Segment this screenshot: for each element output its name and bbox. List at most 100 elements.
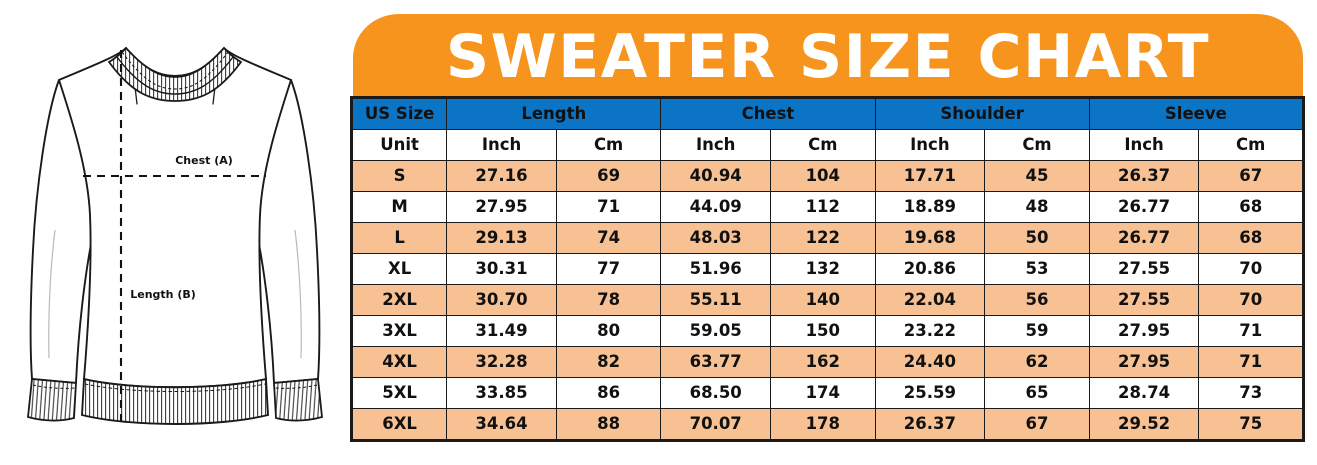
cell-shoulder-cm: 67 [984, 408, 1090, 441]
cell-shoulder-inch: 17.71 [874, 160, 986, 192]
cell-shoulder-inch: 22.04 [874, 284, 986, 316]
cell-length-cm: 69 [555, 160, 662, 192]
group-header-sleeve: Sleeve [1088, 97, 1305, 130]
cell-shoulder-inch: 25.59 [874, 377, 986, 409]
cell-sleeve-inch: 26.77 [1088, 222, 1200, 254]
cell-chest-inch: 70.07 [660, 408, 772, 441]
unit-header-shoulder-inch: Inch [874, 129, 986, 161]
sweater-line-drawing: Chest (A) Length (B) [27, 46, 323, 425]
cell-length-inch: 27.95 [446, 191, 557, 223]
cell-chest-cm: 178 [770, 408, 876, 441]
cell-chest-cm: 122 [770, 222, 876, 254]
cell-length-cm: 82 [555, 346, 662, 378]
cell-us-size: XL [350, 253, 448, 285]
unit-header-row: Unit Inch Cm Inch Cm Inch Cm Inch Cm [350, 129, 1304, 161]
table-body: S 27.16 69 40.94 104 17.71 45 26.37 67 M 27.95 71 44… [350, 160, 1304, 441]
cell-sleeve-cm: 73 [1198, 377, 1304, 409]
left-cuff [27, 378, 77, 422]
cell-length-cm: 80 [555, 315, 662, 347]
size-chart-table: US Size Length Chest Shoulder Sleeve Uni… [350, 96, 1305, 442]
cell-us-size: L [350, 222, 448, 254]
cell-shoulder-cm: 56 [984, 284, 1090, 316]
cell-sleeve-inch: 26.37 [1088, 160, 1200, 192]
cell-length-inch: 27.16 [446, 160, 557, 192]
group-header-us-size: US Size [350, 97, 448, 130]
cell-length-inch: 30.31 [446, 253, 557, 285]
cell-sleeve-cm: 70 [1198, 284, 1304, 316]
cell-shoulder-cm: 65 [984, 377, 1090, 409]
cell-chest-inch: 68.50 [660, 377, 772, 409]
cell-chest-cm: 174 [770, 377, 876, 409]
cell-us-size: 2XL [350, 284, 448, 316]
cell-sleeve-cm: 75 [1198, 408, 1304, 441]
cell-sleeve-inch: 28.74 [1088, 377, 1200, 409]
table-head: US Size Length Chest Shoulder Sleeve Uni… [350, 97, 1305, 161]
table-row: L 29.13 74 48.03 122 19.68 50 26.77 68 [350, 222, 1304, 254]
cell-shoulder-cm: 48 [984, 191, 1090, 223]
cell-length-inch: 33.85 [446, 377, 557, 409]
cell-length-cm: 78 [555, 284, 662, 316]
cell-sleeve-inch: 29.52 [1088, 408, 1200, 441]
group-header-row: US Size Length Chest Shoulder Sleeve [350, 97, 1305, 130]
cell-length-inch: 32.28 [446, 346, 557, 378]
cell-us-size: 6XL [350, 408, 448, 441]
cell-shoulder-cm: 62 [984, 346, 1090, 378]
unit-header-chest-cm: Cm [770, 129, 876, 161]
cell-sleeve-cm: 71 [1198, 346, 1304, 378]
unit-header-length-cm: Cm [555, 129, 662, 161]
table-row: XL 30.31 77 51.96 132 20.86 53 27.55 70 [350, 253, 1304, 285]
table-row: 6XL 34.64 88 70.07 178 26.37 67 29.52 75 [350, 408, 1304, 441]
table-row: 5XL 33.85 86 68.50 174 25.59 65 28.74 73 [350, 377, 1304, 409]
cell-length-inch: 34.64 [446, 408, 557, 441]
cell-length-cm: 74 [555, 222, 662, 254]
cell-shoulder-cm: 45 [984, 160, 1090, 192]
cell-chest-inch: 48.03 [660, 222, 772, 254]
group-header-chest: Chest [660, 97, 876, 130]
cell-chest-inch: 51.96 [660, 253, 772, 285]
cell-shoulder-inch: 26.37 [874, 408, 986, 441]
cell-sleeve-inch: 27.95 [1088, 315, 1200, 347]
unit-header-length-inch: Inch [446, 129, 557, 161]
cell-chest-inch: 44.09 [660, 191, 772, 223]
cell-length-inch: 31.49 [446, 315, 557, 347]
unit-header-sleeve-inch: Inch [1088, 129, 1200, 161]
cell-length-inch: 29.13 [446, 222, 557, 254]
cell-shoulder-cm: 50 [984, 222, 1090, 254]
cell-sleeve-cm: 67 [1198, 160, 1304, 192]
cell-chest-cm: 150 [770, 315, 876, 347]
cell-sleeve-cm: 68 [1198, 222, 1304, 254]
cell-us-size: 4XL [350, 346, 448, 378]
cell-length-cm: 86 [555, 377, 662, 409]
cell-sleeve-cm: 71 [1198, 315, 1304, 347]
length-label: Length (B) [130, 288, 196, 301]
cell-chest-cm: 112 [770, 191, 876, 223]
cell-length-cm: 71 [555, 191, 662, 223]
cell-us-size: 3XL [350, 315, 448, 347]
cell-shoulder-cm: 59 [984, 315, 1090, 347]
bottom-hem-ribbing [81, 377, 269, 425]
cell-shoulder-inch: 18.89 [874, 191, 986, 223]
cell-chest-inch: 55.11 [660, 284, 772, 316]
chest-label: Chest (A) [175, 154, 233, 167]
cell-sleeve-inch: 27.95 [1088, 346, 1200, 378]
page-title: SWEATER SIZE CHART [445, 22, 1211, 92]
table-row: M 27.95 71 44.09 112 18.89 48 26.77 68 [350, 191, 1304, 223]
cell-shoulder-inch: 24.40 [874, 346, 986, 378]
group-header-shoulder: Shoulder [874, 97, 1090, 130]
cell-us-size: 5XL [350, 377, 448, 409]
cell-length-cm: 77 [555, 253, 662, 285]
unit-header-unit: Unit [350, 129, 448, 161]
cell-length-cm: 88 [555, 408, 662, 441]
sweater-illustration: Chest (A) Length (B) [0, 0, 350, 465]
cell-shoulder-inch: 20.86 [874, 253, 986, 285]
chart-banner: SWEATER SIZE CHART [353, 14, 1303, 96]
cell-shoulder-inch: 19.68 [874, 222, 986, 254]
cell-chest-cm: 104 [770, 160, 876, 192]
cell-chest-inch: 59.05 [660, 315, 772, 347]
cell-sleeve-cm: 68 [1198, 191, 1304, 223]
table-row: 3XL 31.49 80 59.05 150 23.22 59 27.95 71 [350, 315, 1304, 347]
cell-chest-inch: 40.94 [660, 160, 772, 192]
collar-ribbing [107, 46, 243, 102]
table-row: 2XL 30.70 78 55.11 140 22.04 56 27.55 70 [350, 284, 1304, 316]
